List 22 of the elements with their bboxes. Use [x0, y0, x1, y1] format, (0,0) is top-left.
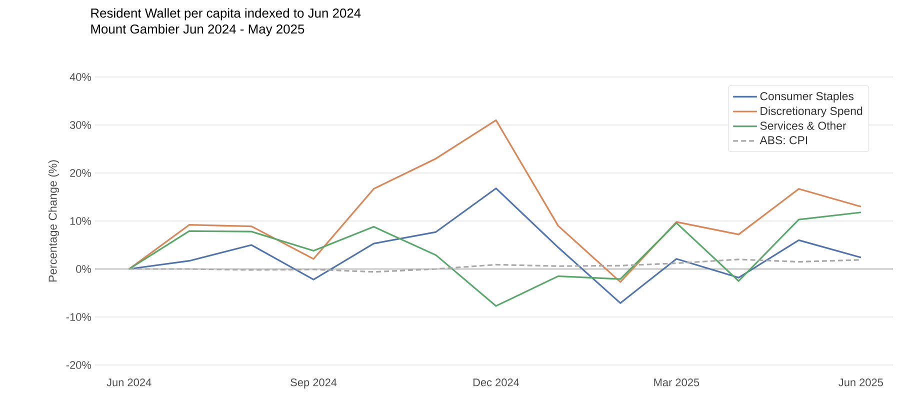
- line-series: [128, 258, 862, 273]
- chart-subtitle: Mount Gambier Jun 2024 - May 2025: [91, 24, 304, 36]
- y-tick-label: 30%: [70, 121, 92, 129]
- y-tick-label: -20%: [66, 361, 92, 369]
- y-tick-label: 10%: [70, 217, 92, 225]
- x-tick-label: Dec 2024: [473, 378, 520, 386]
- legend-label: Consumer Staples: [760, 92, 854, 102]
- chart-title: Resident Wallet per capita indexed to Jun 2024: [91, 8, 361, 20]
- legend-label: Discretionary Spend: [760, 106, 862, 118]
- y-axis-title: Percentage Change (%): [48, 160, 60, 282]
- legend-label: Services & Other: [760, 121, 846, 130]
- x-tick-label: Jun 2025: [838, 378, 883, 386]
- x-tick-label: Mar 2025: [654, 378, 700, 386]
- y-tick-label: 40%: [70, 73, 92, 81]
- x-tick-label: Sep 2024: [290, 378, 337, 388]
- y-tick-label: 0%: [76, 265, 92, 273]
- line-series: [128, 212, 862, 307]
- legend-label: ABS: CPI: [760, 136, 808, 144]
- x-tick-label: Jun 2024: [106, 378, 152, 386]
- y-tick-label: -10%: [66, 313, 92, 321]
- line-series: [128, 119, 862, 283]
- y-tick-label: 20%: [70, 169, 92, 177]
